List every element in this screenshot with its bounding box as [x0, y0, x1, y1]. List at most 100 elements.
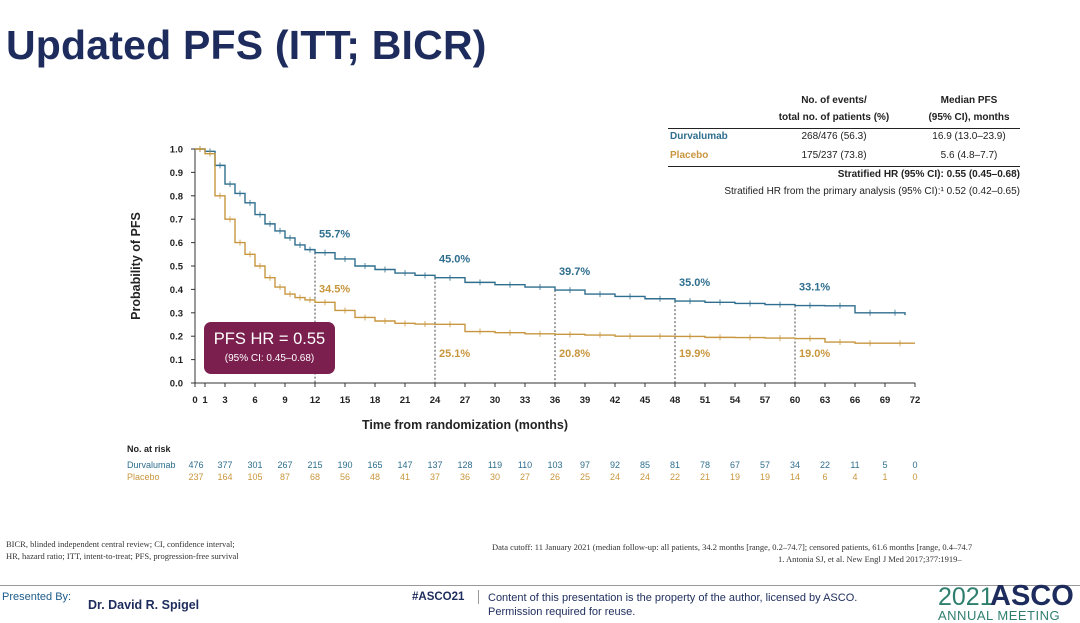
y-axis-label: Probability of PFS: [129, 212, 143, 320]
asco-logo-year: 2021: [938, 583, 994, 611]
x-tick-label: 0: [192, 395, 197, 406]
x-tick-label: 21: [400, 395, 411, 406]
durvalumab-landmark-label: 39.7%: [559, 266, 590, 278]
table-row-durvalumab-name: Durvalumab: [670, 131, 728, 142]
at-risk-value: 103: [547, 460, 562, 470]
durvalumab-landmark-label: 33.1%: [799, 282, 830, 294]
stratified-hr-text: Stratified HR (95% CI): 0.55 (0.45–0.68): [837, 169, 1020, 180]
x-tick-label: 51: [700, 395, 711, 406]
x-tick-label: 54: [730, 395, 741, 406]
y-tick-label: 0.1: [170, 355, 184, 366]
at-risk-row-name: Placebo: [127, 472, 160, 482]
footer-separator: [478, 590, 479, 604]
at-risk-value: 19: [760, 472, 770, 482]
asco-logo-name: ASCO: [990, 580, 1074, 612]
at-risk-value: 68: [310, 472, 320, 482]
at-risk-value: 30: [490, 472, 500, 482]
at-risk-value: 11: [850, 460, 859, 470]
footer-divider: [0, 585, 1080, 586]
at-risk-value: 25: [580, 472, 590, 482]
table-rule-bottom: [668, 166, 1020, 167]
x-tick-label: 45: [640, 395, 651, 406]
placebo-landmark-label: 20.8%: [559, 348, 590, 360]
x-tick-label: 63: [820, 395, 831, 406]
y-tick-label: 0.2: [170, 332, 183, 343]
copyright-notice: Content of this presentation is the prop…: [488, 592, 858, 618]
x-tick-label: 72: [910, 395, 921, 406]
at-risk-value: 34: [790, 460, 800, 470]
at-risk-title: No. at risk: [127, 444, 172, 454]
y-tick-label: 1.0: [170, 145, 183, 156]
table-row-placebo-events: 175/237 (73.8): [801, 150, 867, 161]
at-risk-value: 105: [247, 472, 262, 482]
at-risk-value: 190: [337, 460, 352, 470]
y-tick-label: 0.0: [170, 379, 183, 390]
at-risk-value: 14: [790, 472, 800, 482]
asco-logo-subtitle: ANNUAL MEETING: [938, 608, 1061, 623]
at-risk-value: 85: [640, 460, 650, 470]
x-tick-label: 36: [550, 395, 561, 406]
placebo-landmark-label: 25.1%: [439, 348, 470, 360]
at-risk-value: 21: [700, 472, 710, 482]
at-risk-value: 377: [217, 460, 232, 470]
x-tick-label: 69: [880, 395, 891, 406]
y-tick-label: 0.3: [170, 308, 183, 319]
x-tick-label: 12: [310, 395, 321, 406]
placebo-landmark-label: 34.5%: [319, 283, 350, 295]
x-tick-label: 60: [790, 395, 801, 406]
presenter-name: Dr. David R. Spigel: [88, 598, 200, 612]
x-tick-label: 6: [252, 395, 257, 406]
at-risk-row-name: Durvalumab: [127, 460, 176, 470]
at-risk-value: 164: [217, 472, 232, 482]
y-tick-label: 0.5: [170, 262, 184, 273]
at-risk-value: 87: [280, 472, 290, 482]
at-risk-value: 22: [670, 472, 680, 482]
y-tick-label: 0.6: [170, 238, 183, 249]
durvalumab-landmark-label: 35.0%: [679, 277, 710, 289]
at-risk-value: 36: [460, 472, 470, 482]
at-risk-value: 48: [370, 472, 380, 482]
at-risk-value: 128: [457, 460, 472, 470]
at-risk-value: 24: [640, 472, 650, 482]
x-tick-label: 1: [202, 395, 208, 406]
x-tick-label: 27: [460, 395, 471, 406]
col-median-header: Median PFS (95% CI), months: [928, 95, 1010, 123]
km-curve-placebo: [195, 148, 915, 344]
at-risk-value: 147: [397, 460, 412, 470]
x-tick-label: 57: [760, 395, 771, 406]
x-tick-label: 33: [520, 395, 531, 406]
table-row-durvalumab-median: 16.9 (13.0–23.9): [932, 131, 1006, 142]
table-row-placebo-median: 5.6 (4.8–7.7): [940, 150, 998, 161]
at-risk-value: 57: [760, 460, 770, 470]
reference-footnote: 1. Antonia SJ, et al. New Engl J Med 201…: [778, 554, 962, 564]
x-tick-label: 48: [670, 395, 681, 406]
x-tick-label: 39: [580, 395, 591, 406]
at-risk-value: 6: [822, 472, 827, 482]
hr-callout-main: PFS HR = 0.55: [213, 330, 326, 348]
at-risk-value: 22: [820, 460, 830, 470]
at-risk-value: 67: [730, 460, 740, 470]
hr-callout-ci: (95% CI: 0.45–0.68): [224, 353, 315, 364]
hr-callout-box: PFS HR = 0.55 (95% CI: 0.45–0.68): [204, 322, 335, 374]
kaplan-meier-chart: 0.00.10.20.30.40.50.60.70.80.91.00 1 3 6 9 12…: [127, 145, 921, 483]
at-risk-value: 26: [550, 472, 560, 482]
primary-hr-text: Stratified HR from the primary analysis …: [724, 186, 1020, 197]
at-risk-value: 24: [610, 472, 620, 482]
x-tick-label: 24: [430, 395, 441, 406]
at-risk-value: 0: [912, 472, 917, 482]
y-tick-label: 0.9: [170, 168, 183, 179]
at-risk-value: 19: [730, 472, 740, 482]
at-risk-value: 81: [670, 460, 680, 470]
table-row-placebo-name: Placebo: [670, 150, 709, 161]
at-risk-value: 301: [247, 460, 262, 470]
at-risk-value: 92: [610, 460, 620, 470]
table-rule-top: [668, 128, 1020, 129]
x-tick-label: 42: [610, 395, 621, 406]
at-risk-value: 56: [340, 472, 350, 482]
abbrev-footnote: BICR, blinded independent central review…: [6, 539, 239, 561]
at-risk-value: 78: [700, 460, 710, 470]
at-risk-value: 119: [488, 460, 502, 470]
y-tick-label: 0.4: [170, 285, 184, 296]
y-tick-label: 0.7: [170, 215, 183, 226]
at-risk-value: 27: [520, 472, 530, 482]
